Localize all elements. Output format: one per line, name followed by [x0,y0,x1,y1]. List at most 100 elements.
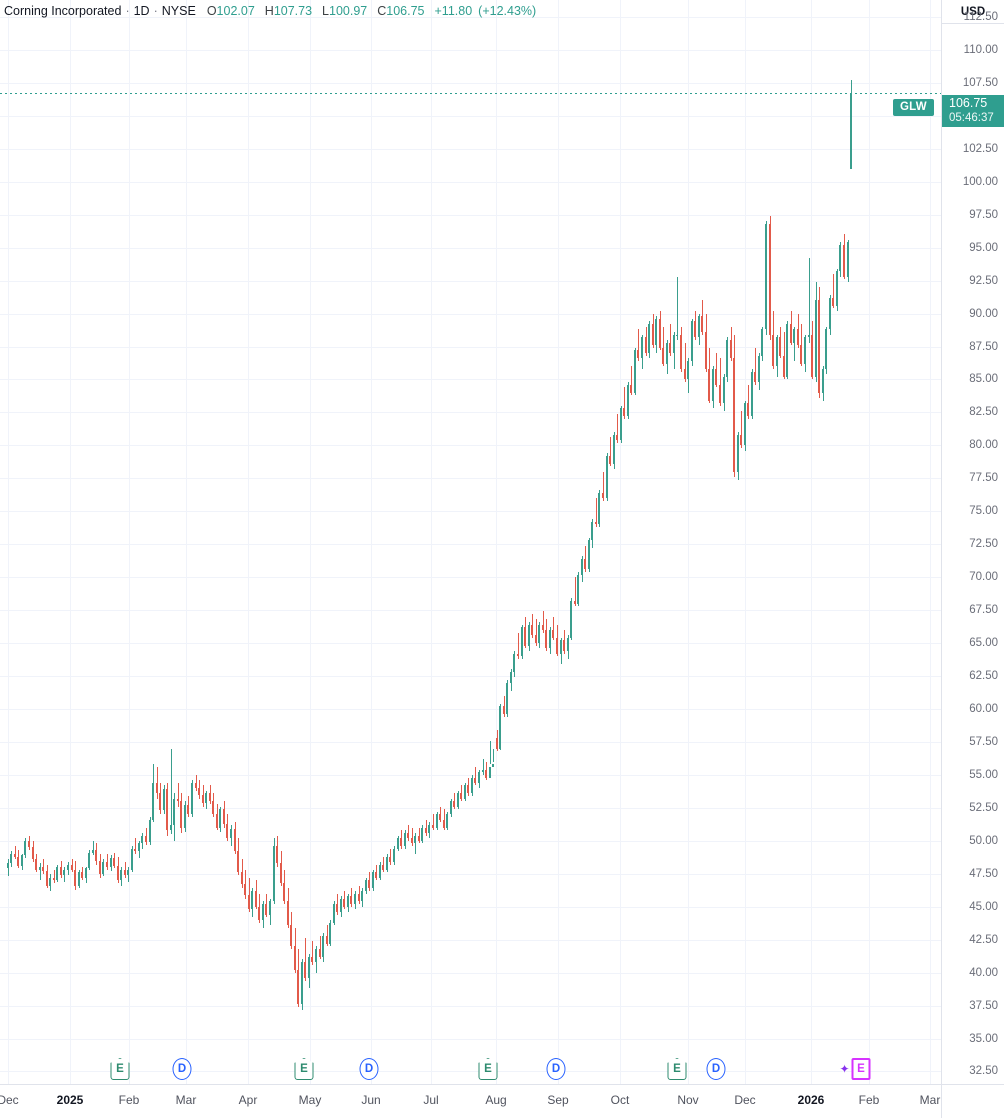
earnings-forecast-marker[interactable]: ✦ E [840,1058,871,1080]
candle-body [273,846,275,902]
gridline-vertical [496,0,497,1084]
candle-body [311,956,313,963]
candle-body [769,223,771,335]
candle-body [389,856,391,862]
price-axis-tick: 107.50 [962,76,998,89]
candle-body [212,801,214,815]
symbol-name[interactable]: Corning Incorporated [4,4,122,18]
candle-body [698,316,700,338]
current-price-badge: 106.75 05:46:37 [942,95,1004,127]
candle-body [308,956,310,978]
candle-body [737,434,739,472]
price-axis-tick: 40.00 [969,966,998,979]
candle-body [836,271,838,306]
gridline-horizontal [0,610,941,612]
earnings-marker[interactable]: E [110,1058,130,1080]
earnings-marker[interactable]: E [294,1058,314,1080]
candle-body [850,92,852,169]
candle-wick [135,838,136,854]
candle-body [304,962,306,978]
candle-body [779,337,781,356]
candle-body [489,766,491,778]
candle-body [620,408,622,441]
candle-body [195,782,197,789]
price-axis-tick: 100.00 [962,175,998,188]
gridline-vertical [310,0,311,1084]
candle-wick [475,766,476,786]
candle-body [630,384,632,393]
candle-body [411,838,413,844]
candle-body [684,368,686,380]
candle-body [223,809,225,824]
candle-wick [755,347,756,385]
candle-wick [741,411,742,449]
candle-body [56,867,58,881]
chart-pane[interactable]: GLW [0,0,941,1084]
event-marker-label: D [546,1058,566,1080]
time-axis-tick: Dec [734,1093,756,1107]
dividend-marker[interactable]: D [546,1058,566,1080]
dividend-marker[interactable]: D [172,1058,192,1080]
time-axis-tick: Jul [423,1093,439,1107]
time-axis-tick: Feb [118,1093,140,1107]
candle-body [177,798,179,802]
candle-body [496,738,498,749]
candle-body [613,434,615,464]
candle-body [510,672,512,683]
candle-body [467,785,469,794]
gridline-horizontal [0,280,941,282]
candle-wick [305,938,306,981]
open-number: 102.07 [216,4,255,18]
sparkle-icon: ✦ [839,1062,850,1076]
candle-body [350,896,352,905]
candle-body [740,434,742,446]
candle-body [531,624,533,636]
candle-body [676,334,678,336]
time-axis[interactable]: Dec 2025 Feb Mar Apr May Jun Jul Aug Sep Oct Nov Dec… [0,1084,1004,1118]
chart-resolution[interactable]: 1D [133,4,150,18]
price-axis-tick: 72.50 [969,538,998,551]
candle-body [184,805,186,828]
candle-body [166,789,168,831]
candle-body [322,935,324,957]
price-axis-tick: 47.50 [969,867,998,880]
candle-body [382,864,384,870]
gridline-horizontal [0,972,941,974]
candle-body [397,838,399,849]
candle-body [712,368,714,401]
candle-body [602,492,604,499]
time-axis-tick: 2026 [797,1093,825,1107]
candle-body [786,324,788,377]
candle-body [772,334,774,367]
earnings-marker[interactable]: E [478,1058,498,1080]
candle-wick [171,748,172,835]
candle-body [804,337,806,364]
high-value: H107.73 [265,4,312,18]
candle-body [662,347,664,364]
dividend-marker[interactable]: D [359,1058,379,1080]
candle-body [39,867,41,870]
price-axis-tick: 110.00 [963,43,998,56]
candle-body [71,864,73,870]
candle-body [758,355,760,383]
candle-body [92,850,94,853]
gridline-horizontal [0,148,941,150]
price-axis-tick: 85.00 [969,373,998,386]
earnings-marker[interactable]: E [667,1058,687,1080]
price-axis-tick: 95.00 [969,241,998,254]
event-marker-label: E [667,1058,687,1080]
price-axis[interactable]: USD 106.75 05:46:37 112.50 110.00 107.50 10… [941,0,1004,1084]
candle-body [244,884,246,895]
event-marker-label: E [110,1058,130,1080]
bar-countdown: 05:46:37 [949,112,994,124]
gridline-horizontal [0,709,941,710]
candle-body [723,376,725,404]
candle-wick [603,471,604,501]
candle-body [591,521,593,541]
candle-body [609,455,611,464]
candle-body [581,558,583,575]
candle-body [457,793,459,807]
candle-body [800,345,802,364]
dividend-marker[interactable]: D [706,1058,726,1080]
candle-wick [801,324,802,367]
